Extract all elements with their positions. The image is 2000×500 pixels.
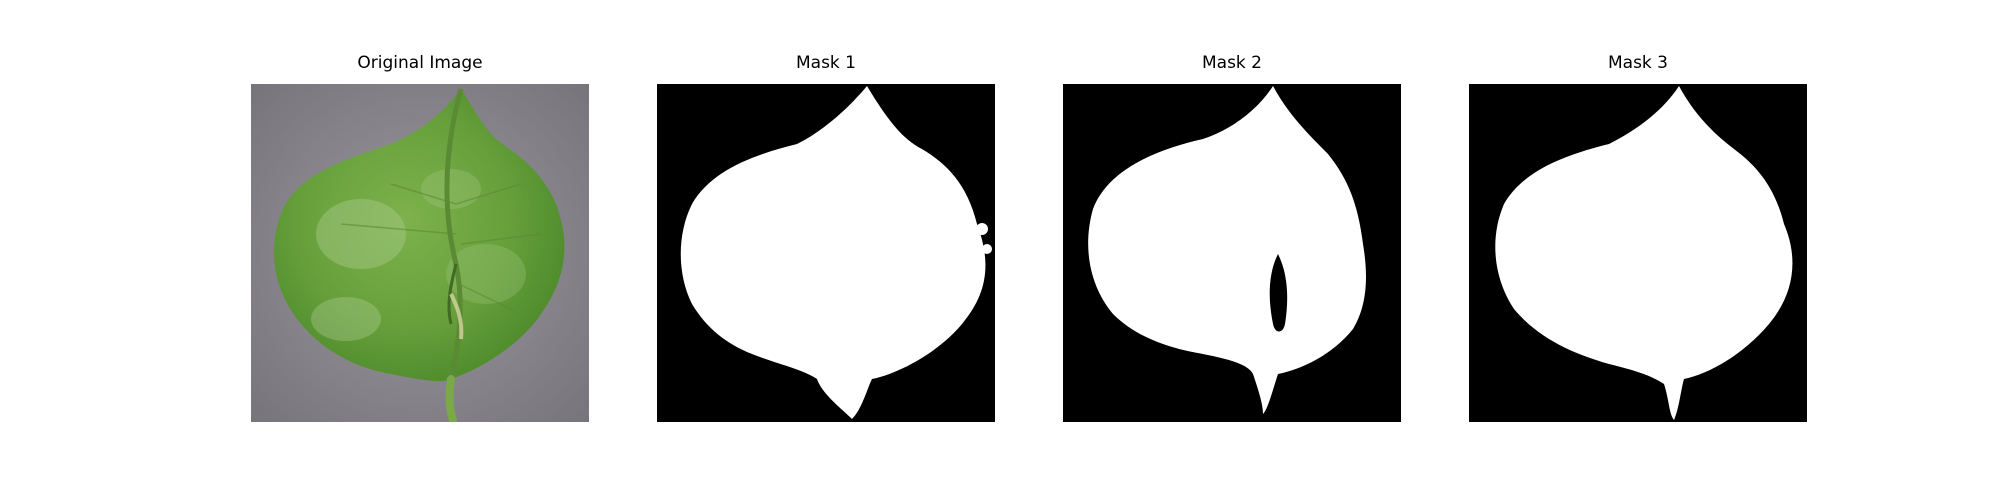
- panel-title: Mask 1: [795, 53, 856, 73]
- mask-1-image: [657, 84, 995, 422]
- panel-title: Mask 3: [1607, 53, 1668, 73]
- mask-3-image: [1469, 84, 1807, 422]
- panel-title: Mask 2: [1201, 53, 1262, 73]
- original-leaf-photo: [251, 84, 589, 422]
- mask-2-image: [1063, 84, 1401, 422]
- panel-title: Original Image: [357, 53, 483, 73]
